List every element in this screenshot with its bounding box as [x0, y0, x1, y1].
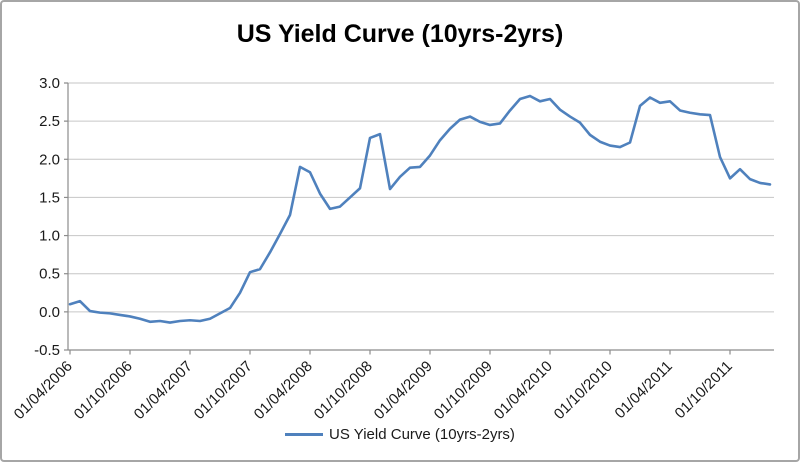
legend: US Yield Curve (10yrs-2yrs): [2, 426, 798, 443]
legend-label: US Yield Curve (10yrs-2yrs): [329, 426, 515, 443]
x-tick-label: 01/04/2007: [131, 358, 196, 423]
x-tick-label: 01/04/2006: [11, 358, 76, 423]
x-tick-label: 01/10/2007: [191, 358, 256, 423]
y-tick-label: 0.5: [39, 266, 60, 283]
y-tick-label: 2.5: [39, 113, 60, 130]
y-tick-label: -0.5: [34, 342, 60, 359]
y-tick-label: 1.5: [39, 189, 60, 206]
x-tick-label: 01/10/2008: [311, 358, 376, 423]
chart-title: US Yield Curve (10yrs-2yrs): [236, 20, 564, 48]
x-tick-label: 01/10/2006: [71, 358, 136, 423]
x-tick-label: 01/04/2010: [491, 358, 556, 423]
x-tick-label: 01/10/2011: [672, 358, 736, 422]
y-tick-label: 1.0: [39, 228, 60, 245]
y-tick-label: 0.0: [39, 304, 60, 321]
series-line: [68, 94, 772, 324]
x-tick-label: 01/04/2008: [251, 358, 316, 423]
x-tick-label: 01/04/2011: [612, 358, 676, 422]
x-tick-label: 01/10/2010: [551, 358, 616, 423]
x-tick-label: 01/04/2009: [371, 358, 436, 423]
x-tick-label: 01/10/2009: [431, 358, 496, 423]
y-tick-label: 2.0: [39, 151, 60, 168]
y-tick-label: 3.0: [39, 75, 60, 92]
legend-line-marker: [285, 433, 324, 436]
